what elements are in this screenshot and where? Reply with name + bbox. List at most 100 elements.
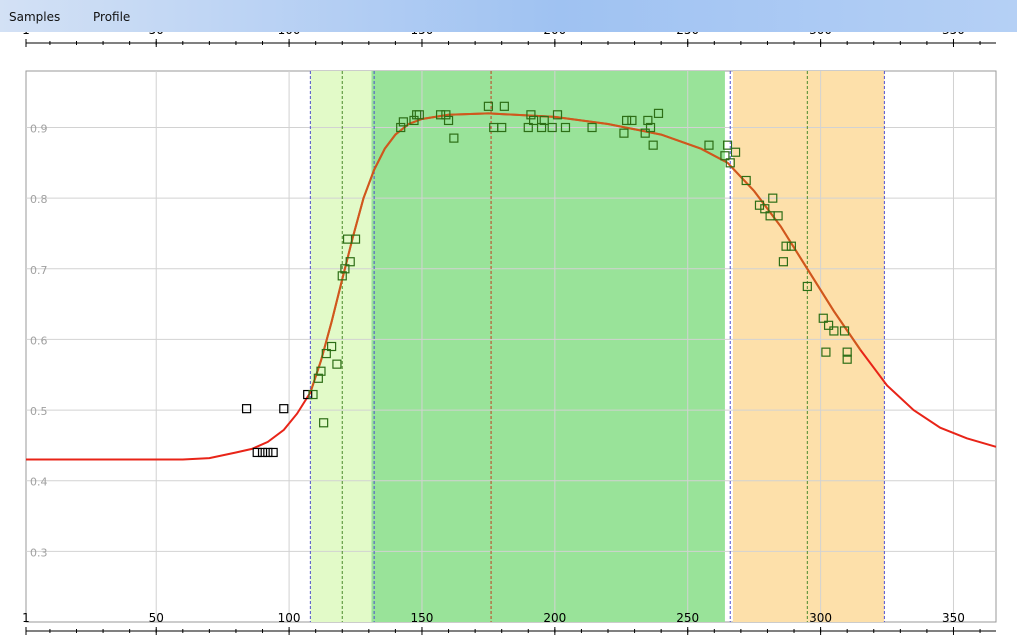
- sample-point: [241, 404, 252, 414]
- band-senescence: [732, 71, 885, 622]
- y-tick-label: 0.3: [30, 546, 48, 559]
- x-tick-label: 300: [809, 32, 832, 37]
- sample-point: [760, 204, 770, 214]
- sample-point: [523, 122, 533, 133]
- sample-point: [741, 175, 751, 186]
- x-tick-label: 150: [411, 611, 434, 625]
- menu-samples[interactable]: Samples: [9, 10, 61, 24]
- sample-point: [435, 110, 446, 120]
- sample-point: [337, 271, 347, 281]
- sample-point: [263, 447, 273, 458]
- sample-point: [802, 281, 812, 292]
- sample-point: [823, 320, 834, 330]
- sample-point: [414, 110, 424, 120]
- sample-point: [821, 347, 831, 357]
- sample-point: [645, 122, 656, 133]
- sample-point: [441, 110, 451, 120]
- sample-point: [778, 257, 788, 267]
- y-tick-label: 0.7: [30, 264, 48, 277]
- sample-point: [842, 347, 852, 357]
- sample-point: [842, 354, 852, 364]
- sample-point: [725, 158, 735, 168]
- sample-point: [829, 326, 839, 336]
- sample-point: [345, 257, 355, 267]
- sample-point: [340, 264, 350, 274]
- sample-point: [497, 122, 507, 133]
- sample-point: [449, 133, 459, 143]
- x-tick-label: 100: [278, 611, 301, 625]
- sample-point: [704, 140, 714, 150]
- sample-point: [648, 140, 658, 150]
- sample-point: [350, 234, 361, 244]
- sample-point: [396, 122, 406, 133]
- sample-point: [409, 115, 419, 126]
- sample-point: [536, 122, 547, 133]
- sample-point: [627, 115, 637, 126]
- sample-point: [528, 115, 539, 126]
- band-green-up: [310, 71, 372, 622]
- sample-point: [839, 326, 850, 336]
- phenology-chart: 0.30.40.50.60.70.80.9 1 50 100 150 200 250 300…: [22, 32, 997, 635]
- sample-point: [443, 115, 454, 126]
- sample-point: [308, 389, 318, 400]
- x-tick-label: 350: [942, 32, 965, 37]
- y-tick-label: 0.5: [30, 405, 48, 418]
- sample-point: [722, 140, 733, 150]
- sample-point: [730, 147, 741, 157]
- y-tick-label: 0.6: [30, 334, 48, 347]
- sample-points: [241, 101, 852, 458]
- sample-point: [279, 404, 289, 414]
- sample-point: [720, 151, 730, 161]
- sample-point: [303, 389, 313, 400]
- sample-point: [640, 128, 650, 138]
- phase-markers: [309, 71, 885, 622]
- x-tick-label: 1: [22, 32, 30, 37]
- sample-point: [773, 211, 783, 221]
- sample-point: [268, 447, 278, 458]
- y-tick-label: 0.9: [30, 123, 48, 136]
- x-tick-label: 350: [942, 611, 965, 625]
- x-tick-label: 250: [676, 611, 699, 625]
- x-axes: 1501001502002503003501501001502002503003…: [22, 32, 996, 635]
- band-maturity: [371, 71, 725, 622]
- sample-point: [316, 366, 326, 376]
- sample-point: [332, 359, 342, 369]
- sample-point: [818, 313, 828, 323]
- x-tick-label: 250: [676, 32, 699, 37]
- sample-point: [560, 122, 571, 133]
- sample-point: [313, 373, 323, 383]
- season-bands: [310, 71, 885, 622]
- y-tick-label: 0.8: [30, 193, 48, 206]
- sample-point: [327, 341, 337, 352]
- sample-point: [619, 128, 629, 138]
- sample-point: [552, 110, 563, 120]
- x-tick-label: 200: [543, 32, 566, 37]
- x-tick-label: 100: [278, 32, 301, 37]
- sample-point: [539, 115, 549, 126]
- menu-profile[interactable]: Profile: [93, 10, 131, 24]
- x-tick-label: 150: [411, 32, 434, 37]
- sample-point: [319, 418, 329, 428]
- sample-point: [398, 117, 408, 127]
- x-tick-label: 200: [543, 611, 566, 625]
- y-tick-label: 0.4: [30, 476, 48, 489]
- sample-point: [499, 101, 509, 111]
- sample-point: [526, 110, 536, 120]
- x-tick-label: 300: [809, 611, 832, 625]
- x-tick-label: 50: [149, 611, 164, 625]
- sample-point: [622, 115, 632, 126]
- sample-point: [768, 193, 778, 203]
- menu-bar: Samples Profile: [0, 0, 1017, 32]
- x-tick-label: 1: [22, 611, 30, 625]
- x-tick-label: 50: [149, 32, 164, 37]
- y-axis-labels: 0.3 0.4 0.5 0.6 0.7 0.8 0.9: [30, 123, 48, 560]
- sample-point: [547, 122, 557, 133]
- sample-point: [587, 122, 597, 133]
- sample-point: [653, 108, 664, 118]
- sample-point: [252, 447, 262, 458]
- grid-lines: [26, 71, 996, 622]
- sample-point: [483, 101, 494, 111]
- sample-point: [786, 241, 796, 251]
- sample-point: [781, 241, 791, 251]
- sample-point: [321, 348, 331, 359]
